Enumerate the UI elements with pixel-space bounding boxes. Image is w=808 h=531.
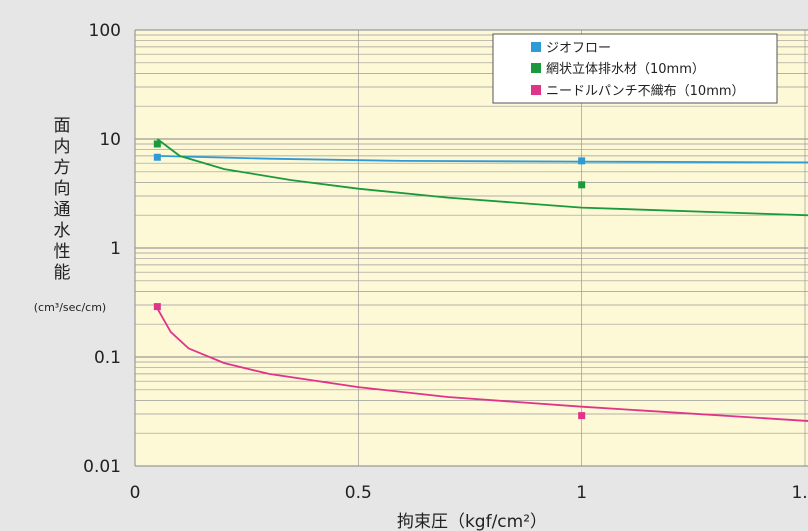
series-line-2	[156, 307, 808, 422]
data-point	[153, 153, 161, 161]
x-tick-label: 1	[576, 483, 587, 503]
x-tick-label: 0.5	[345, 483, 372, 503]
legend-swatch-2	[531, 85, 541, 95]
y-axis-label-char: 面	[54, 116, 71, 136]
y-axis-label-char: 性	[54, 242, 71, 262]
series-line-0	[157, 155, 808, 164]
series-line-1	[156, 138, 808, 217]
x-axis-label: 拘束圧（kgf/cm²）	[397, 512, 547, 531]
data-point	[153, 303, 161, 311]
y-axis-label-char: 向	[54, 179, 71, 199]
y-axis-label-char: 水	[54, 221, 71, 241]
x-tick-label: 0	[130, 483, 141, 503]
data-point	[578, 181, 586, 189]
y-axis-label-char: 方	[54, 158, 71, 178]
legend: ジオフロー 網状立体排水材（10mm） ニードルパンチ不織布（10mm）	[492, 33, 778, 104]
data-point	[578, 157, 586, 165]
series-layer	[153, 138, 808, 422]
legend-entry-1: 網状立体排水材（10mm）	[546, 62, 705, 77]
y-tick-label: 0.1	[94, 348, 121, 368]
y-tick-label: 10	[99, 130, 121, 150]
legend-entry-0: ジオフロー	[546, 41, 611, 56]
y-axis-label-char: 能	[54, 263, 71, 283]
y-axis-unit: (cm³/sec/cm)	[34, 301, 106, 314]
y-axis-label-char: 通	[54, 200, 71, 220]
data-point	[578, 412, 586, 420]
x-tick-label: 1.5	[791, 483, 808, 503]
y-tick-label: 1	[110, 239, 121, 259]
legend-swatch-0	[531, 42, 541, 52]
y-axis-label-char: 内	[54, 137, 71, 157]
y-tick-label: 100	[89, 21, 121, 41]
y-tick-label: 0.01	[83, 457, 121, 477]
data-point	[153, 140, 161, 148]
legend-swatch-1	[531, 63, 541, 73]
legend-entry-2: ニードルパンチ不織布（10mm）	[546, 84, 745, 99]
